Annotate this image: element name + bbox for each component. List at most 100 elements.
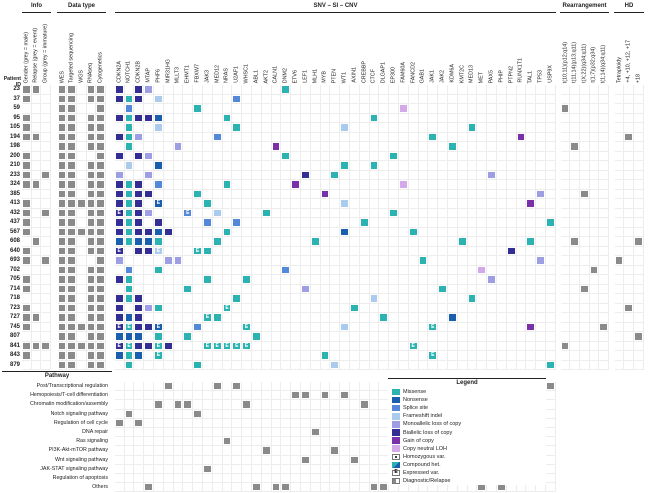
- pathway-cell: [320, 464, 331, 474]
- hd-cell: [634, 161, 644, 171]
- rearrangement-cell: [570, 360, 580, 370]
- pathway-cell: [330, 446, 341, 456]
- datatype-cell: [77, 341, 87, 351]
- mutation-cell: [477, 237, 488, 247]
- mutation-cell: [124, 256, 135, 266]
- mutation-cell: [232, 313, 243, 323]
- pathway-label: PI3K-Akt-mTOR pathway: [48, 447, 108, 454]
- hd-cell: [624, 237, 634, 247]
- datatype-cell: [57, 275, 68, 285]
- mutation-cell: [428, 199, 439, 209]
- pathway-cell: [252, 455, 262, 465]
- mutation-cell: [408, 313, 419, 323]
- mutation-cell: [467, 227, 478, 237]
- hd-cell: [614, 189, 625, 199]
- mutation-cell: [399, 341, 409, 351]
- pathway-cell: [203, 382, 213, 392]
- datatype-cell: [57, 332, 68, 342]
- rearrangement-cell: [570, 151, 580, 161]
- mutation-cell: [340, 246, 350, 256]
- datatype-cell: [96, 360, 106, 370]
- mutation-cell: [428, 256, 439, 266]
- legend-item: Homozygous var.: [388, 453, 546, 461]
- mutation-cell: [477, 85, 488, 95]
- mutation-cell: [183, 360, 194, 370]
- hd-cell: [614, 132, 625, 142]
- mutation-cell: [252, 265, 262, 275]
- info-cell: [22, 189, 32, 199]
- mutation-cell: [399, 237, 409, 247]
- mutation-cell: [546, 104, 556, 114]
- mutation-cell: [261, 104, 272, 114]
- datatype-column-label: Cytogenetics: [97, 51, 104, 83]
- pathway-cell: [242, 382, 252, 392]
- rearrangement-cell: [580, 104, 590, 114]
- gene-label: PHIP: [498, 70, 505, 83]
- mutation-cell: [408, 294, 419, 304]
- mutation-cell: [369, 237, 380, 247]
- mutation-cell: [212, 246, 223, 256]
- mutation-cell: [389, 180, 399, 190]
- mutation-cell: [536, 313, 546, 323]
- mutation-cell: [359, 341, 370, 351]
- mutation-cell: [438, 341, 448, 351]
- mutation-cell: [467, 237, 478, 247]
- mutation-cell: [467, 332, 478, 342]
- mutation-cell: [310, 313, 321, 323]
- mutation-cell: [232, 180, 243, 190]
- mutation-cell: [252, 199, 262, 209]
- mutation-cell: [301, 237, 311, 247]
- pathway-cell: [497, 483, 507, 493]
- datatype-column-label: WGS: [78, 70, 85, 83]
- datatype-cell: [96, 142, 106, 152]
- rearrangement-cell: [589, 275, 600, 285]
- mutation-cell: [261, 351, 272, 361]
- pathway-cell: [193, 474, 203, 484]
- pathway-cell: [467, 483, 478, 493]
- rearrangement-cell: [570, 113, 580, 123]
- mutation-cell: [232, 94, 243, 104]
- mutation-cell: [114, 180, 125, 190]
- mutation-cell: [350, 208, 360, 218]
- pathway-cell: [203, 446, 213, 456]
- mutation-cell: [173, 246, 184, 256]
- mutation-cell: [477, 351, 488, 361]
- pathway-cell: [222, 428, 233, 438]
- mutation-cell: [203, 85, 213, 95]
- legend-label: Biallelic loss of copy: [403, 429, 453, 436]
- pathway-cell: [418, 483, 429, 493]
- info-cell: [41, 170, 51, 180]
- patient-id: 37: [13, 95, 20, 102]
- mutation-cell: [242, 199, 252, 209]
- gene-label: EP300: [390, 66, 397, 83]
- mutation-cell: [222, 104, 233, 114]
- mutation-cell: [487, 170, 497, 180]
- mutation-cell: [301, 246, 311, 256]
- rearrangement-cell: [580, 360, 590, 370]
- legend-title: Legend: [456, 380, 478, 386]
- mutation-cell: [261, 142, 272, 152]
- mutation-cell: [418, 227, 429, 237]
- mutation-cell: [526, 341, 537, 351]
- rearrangement-cell: [570, 294, 580, 304]
- mutation-cell: [359, 113, 370, 123]
- mutation-cell: [154, 332, 164, 342]
- mutation-cell: [212, 227, 223, 237]
- info-cell: [22, 180, 32, 190]
- mutation-cell: [467, 123, 478, 133]
- pathway-cell: [369, 382, 380, 392]
- mutation-cell: [212, 208, 223, 218]
- mutation-cell: [163, 294, 174, 304]
- pathway-label: Wnt signaling pathway: [55, 456, 108, 463]
- mutation-cell: [271, 341, 282, 351]
- mutation-cell: [359, 151, 370, 161]
- mutation-cell: [379, 256, 390, 266]
- mutation-cell: [536, 199, 546, 209]
- hd-cell: [614, 256, 625, 266]
- pathway-cell: [340, 409, 350, 419]
- datatype-cell: [57, 294, 68, 304]
- mutation-cell: [271, 218, 282, 228]
- rearrangement-cell: [580, 161, 590, 171]
- mutation-cell: [389, 360, 399, 370]
- mutation-cell: [516, 161, 527, 171]
